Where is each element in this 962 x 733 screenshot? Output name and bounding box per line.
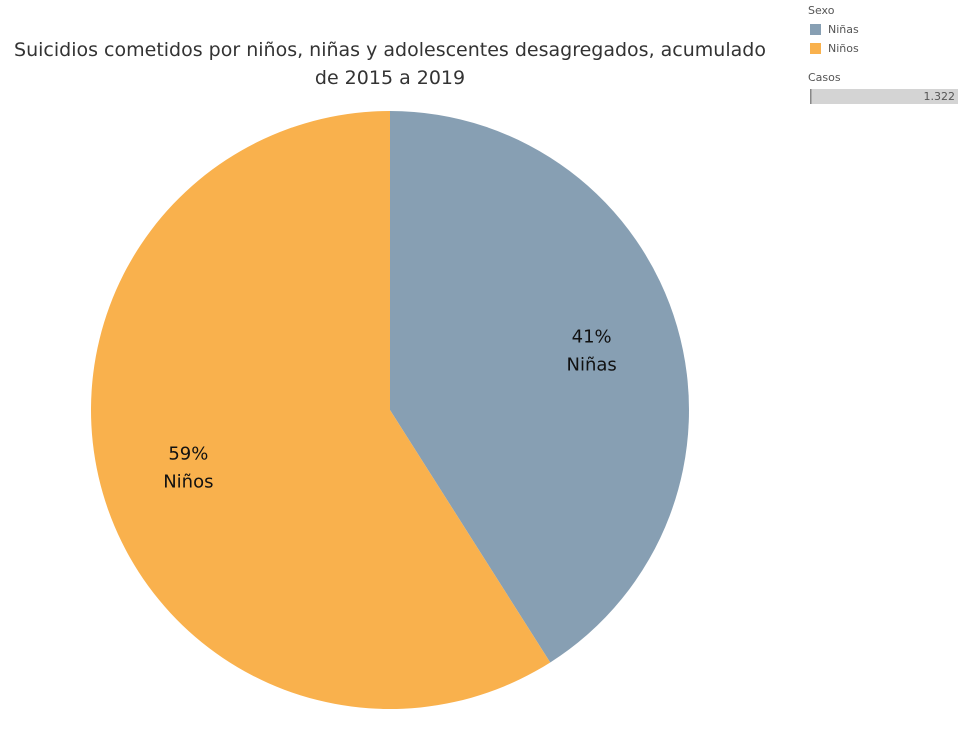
- slice-category-label: Niñas: [567, 354, 617, 375]
- size-legend-bar: [810, 89, 958, 104]
- pie-slice: [90, 111, 551, 709]
- legend-label: Niños: [828, 42, 859, 55]
- slice-category-label: Niños: [163, 472, 213, 493]
- legend-swatch: [810, 43, 821, 54]
- size-legend-min: [810, 89, 812, 104]
- legend-swatch: [810, 24, 821, 35]
- legend-title: Sexo: [808, 4, 835, 17]
- chart-title: Suicidios cometidos por niños, niñas y a…: [14, 39, 766, 89]
- slice-value-label: 41%: [572, 326, 612, 347]
- size-legend-label: 1.322: [924, 90, 956, 103]
- pie-slice: [390, 111, 689, 663]
- size-legend-title: Casos: [808, 71, 841, 84]
- slice-value-label: 59%: [168, 444, 208, 465]
- legend-label: Niñas: [828, 23, 859, 36]
